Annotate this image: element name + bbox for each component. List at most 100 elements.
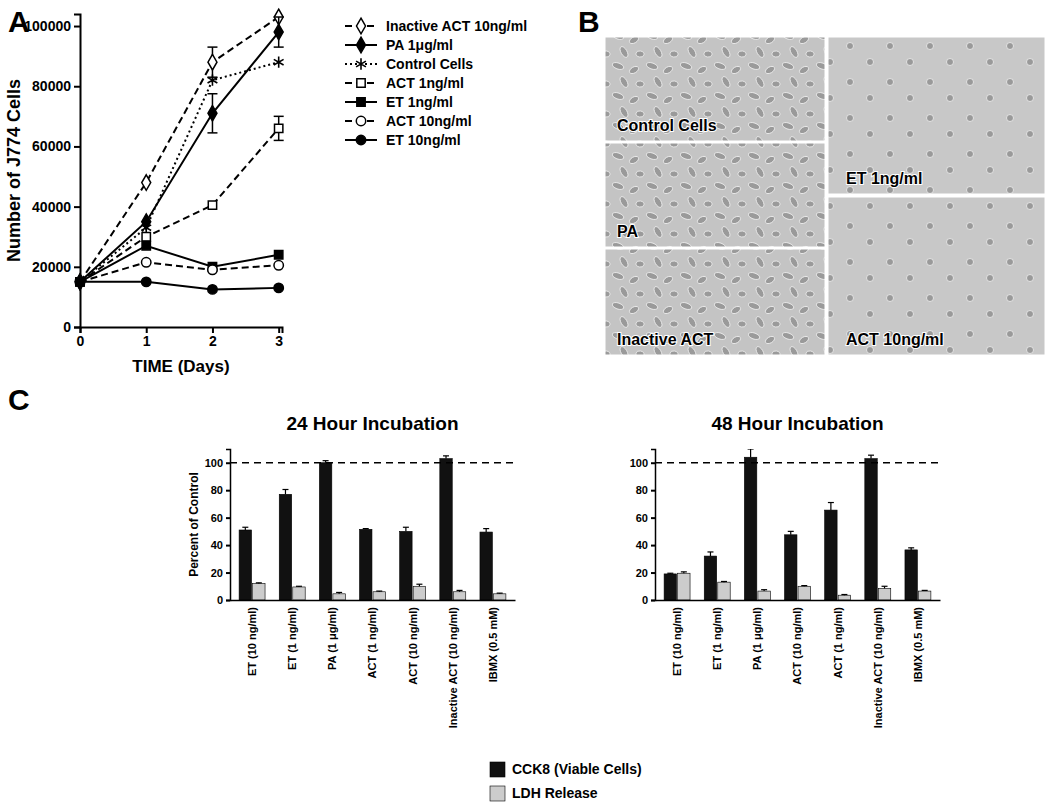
legend-label: ET 10ng/ml [386,132,461,148]
tick-label: Inactive ACT (10 ng/ml) [872,607,884,729]
reference-line [655,462,940,464]
micrograph-label: Control Cells [617,117,717,134]
series-line [80,62,279,282]
y-axis-title: Percent of Control [187,472,201,577]
axis-line [226,450,231,601]
tick-label: PA (1 μg/ml) [326,607,338,670]
tick-label: 40 [636,539,648,551]
tick-mark [651,490,655,492]
bar [704,556,716,600]
error-bar [868,455,874,458]
tick: 100000 [24,18,80,34]
tick-label: 0 [642,594,648,606]
marker [275,251,283,259]
bar [758,591,770,600]
reference-line [230,462,515,464]
tick-label: 60 [636,512,648,524]
micrograph-image [828,197,1045,355]
axis-line [231,600,516,602]
marker [142,175,151,191]
micrograph: PA [605,143,825,247]
tick: 0 [217,594,230,606]
tick-label: 0 [63,319,71,335]
legend-label: Inactive ACT 10ng/ml [386,18,527,34]
tick-mark [651,545,655,547]
legend-swatch-marker [356,135,365,144]
tick-label: ET (10 ng/ml) [671,607,683,676]
tick-mark [74,146,80,148]
marker [76,274,85,290]
tick: ACT (1 ng/ml) [366,607,378,679]
tick-label: 3 [275,333,283,349]
marker [208,285,217,294]
bar [400,531,412,600]
bar [279,494,291,600]
tick: 80 [211,484,230,496]
marker [142,242,150,250]
tick: 40000 [32,199,80,215]
tick: ACT (10 ng/ml) [791,607,803,685]
micrograph-label: ET 1ng/ml [846,170,922,187]
legend: Inactive ACT 10ng/mlPA 1μg/mlControl Cel… [345,18,527,148]
panel-label: B [578,5,600,38]
bar [480,532,492,600]
tick: 3 [275,327,283,349]
tick-label: 100000 [24,18,71,34]
tick: 40 [636,539,655,551]
bar [785,535,797,600]
tick-label: 80 [211,484,223,496]
error-bar [707,552,713,556]
bar [453,592,465,600]
error-bar [667,573,673,575]
tick-label: Inactive ACT (10 ng/ml) [447,607,459,729]
tick-mark [74,206,80,208]
tick-mark [651,572,655,574]
plot-area [75,9,284,294]
marker [142,258,151,267]
tick: 0 [642,594,655,606]
error-bar [457,590,463,591]
error-bar [403,527,409,531]
series-line [80,262,279,282]
micrograph-image [828,37,1045,194]
marker [75,277,84,286]
tick-label: PA (1 μg/ml) [751,607,763,670]
tick-label: IBMX (0.5 mM) [912,607,924,683]
legend-label: CCK8 (Viable Cells) [512,761,642,777]
tick-mark [651,517,655,519]
legend-label: ET 1ng/ml [386,94,453,110]
marker [208,54,217,70]
tick-label: 20 [211,567,223,579]
error-bar [788,531,794,534]
bar [413,586,425,600]
error-bar [841,594,847,596]
micrograph-label: ACT 10ng/ml [846,331,944,348]
tick: 60 [636,512,655,524]
bar [905,550,917,600]
error-bar [274,17,284,47]
series-line [80,246,279,282]
error-bar [363,528,369,530]
tick: ET (10 ng/ml) [671,607,683,676]
tick-label: ET (1 ng/ml) [286,607,298,670]
tick: ACT (10 ng/ml) [406,607,418,685]
tick-label: 40000 [32,199,71,215]
figure: ABC0123020000400006000080000100000TIME (… [0,0,1050,807]
y-axis: 020406080100 [205,450,231,607]
marker [274,24,283,40]
micrograph-image [605,37,825,141]
legend-swatch-marker [356,58,366,69]
legend-swatch [490,762,505,777]
error-bar [922,590,928,592]
legend-swatch-marker [356,116,365,125]
error-bar [761,590,767,591]
error-bar [207,94,217,133]
marker [75,276,85,287]
tick-label: ACT (1 ng/ml) [831,607,843,679]
legend-swatch [490,786,505,801]
bar [253,584,265,600]
plot-area [664,449,931,600]
tick-label: 100 [205,457,223,469]
legend-item: LDH Release [490,785,598,801]
x-axis: ET (10 ng/ml)ET (1 ng/ml)PA (1 μg/ml)ACT… [231,601,516,729]
